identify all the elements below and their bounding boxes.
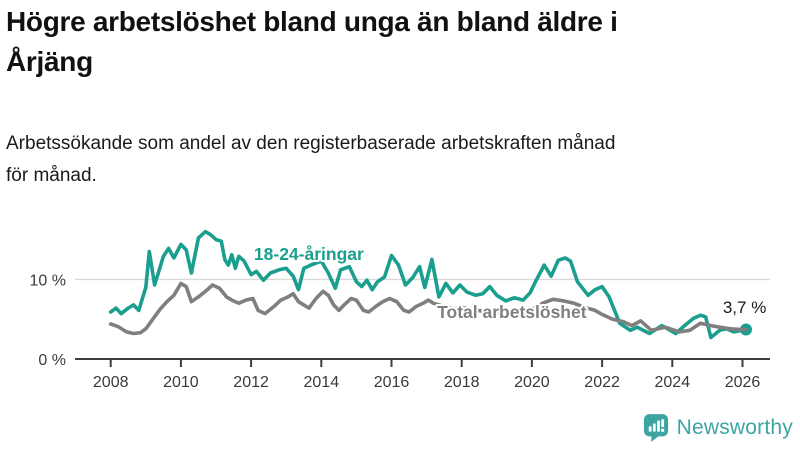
x-tick-label-2018: 2018: [444, 374, 480, 391]
series-line-young: [108, 229, 748, 340]
x-tick-label-2022: 2022: [584, 374, 620, 391]
x-tick-label-2008: 2008: [93, 374, 129, 391]
x-tick-label-2024: 2024: [655, 374, 691, 391]
young-series-label: 18-24-åringar: [254, 244, 364, 264]
x-tick-label-2012: 2012: [233, 374, 269, 391]
total-series-label: Total arbetslöshet: [437, 302, 587, 322]
series-line-total: [108, 281, 748, 336]
x-tick-label-2026: 2026: [725, 374, 761, 391]
chart-subtitle: Arbetssökande som andel av den registerb…: [6, 133, 616, 187]
bar-chart-bubble-icon: [643, 414, 668, 442]
x-tick-label-2020: 2020: [514, 374, 550, 391]
end-value-label: 3,7 %: [723, 298, 766, 317]
x-tick-label-2010: 2010: [163, 374, 199, 391]
y-tick-label-10: 10 %: [30, 272, 66, 289]
x-tick-label-2016: 2016: [374, 374, 410, 391]
page-title: Högre arbetslöshet bland unga än bland ä…: [6, 6, 618, 77]
newsworthy-wordmark: Newsworthy: [676, 416, 793, 439]
newsworthy-logo: Newsworthy: [643, 413, 793, 443]
y-tick-label-0: 0 %: [38, 352, 66, 369]
x-tick-label-2014: 2014: [304, 374, 340, 391]
line-chart-svg: 0 % 10 % 2008 2010 2012 2014 2016 2018 2020 2022 2…: [30, 229, 770, 391]
line-chart: 0 % 10 % 2008 2010 2012 2014 2016 2018 2020 2022 2…: [0, 200, 800, 450]
